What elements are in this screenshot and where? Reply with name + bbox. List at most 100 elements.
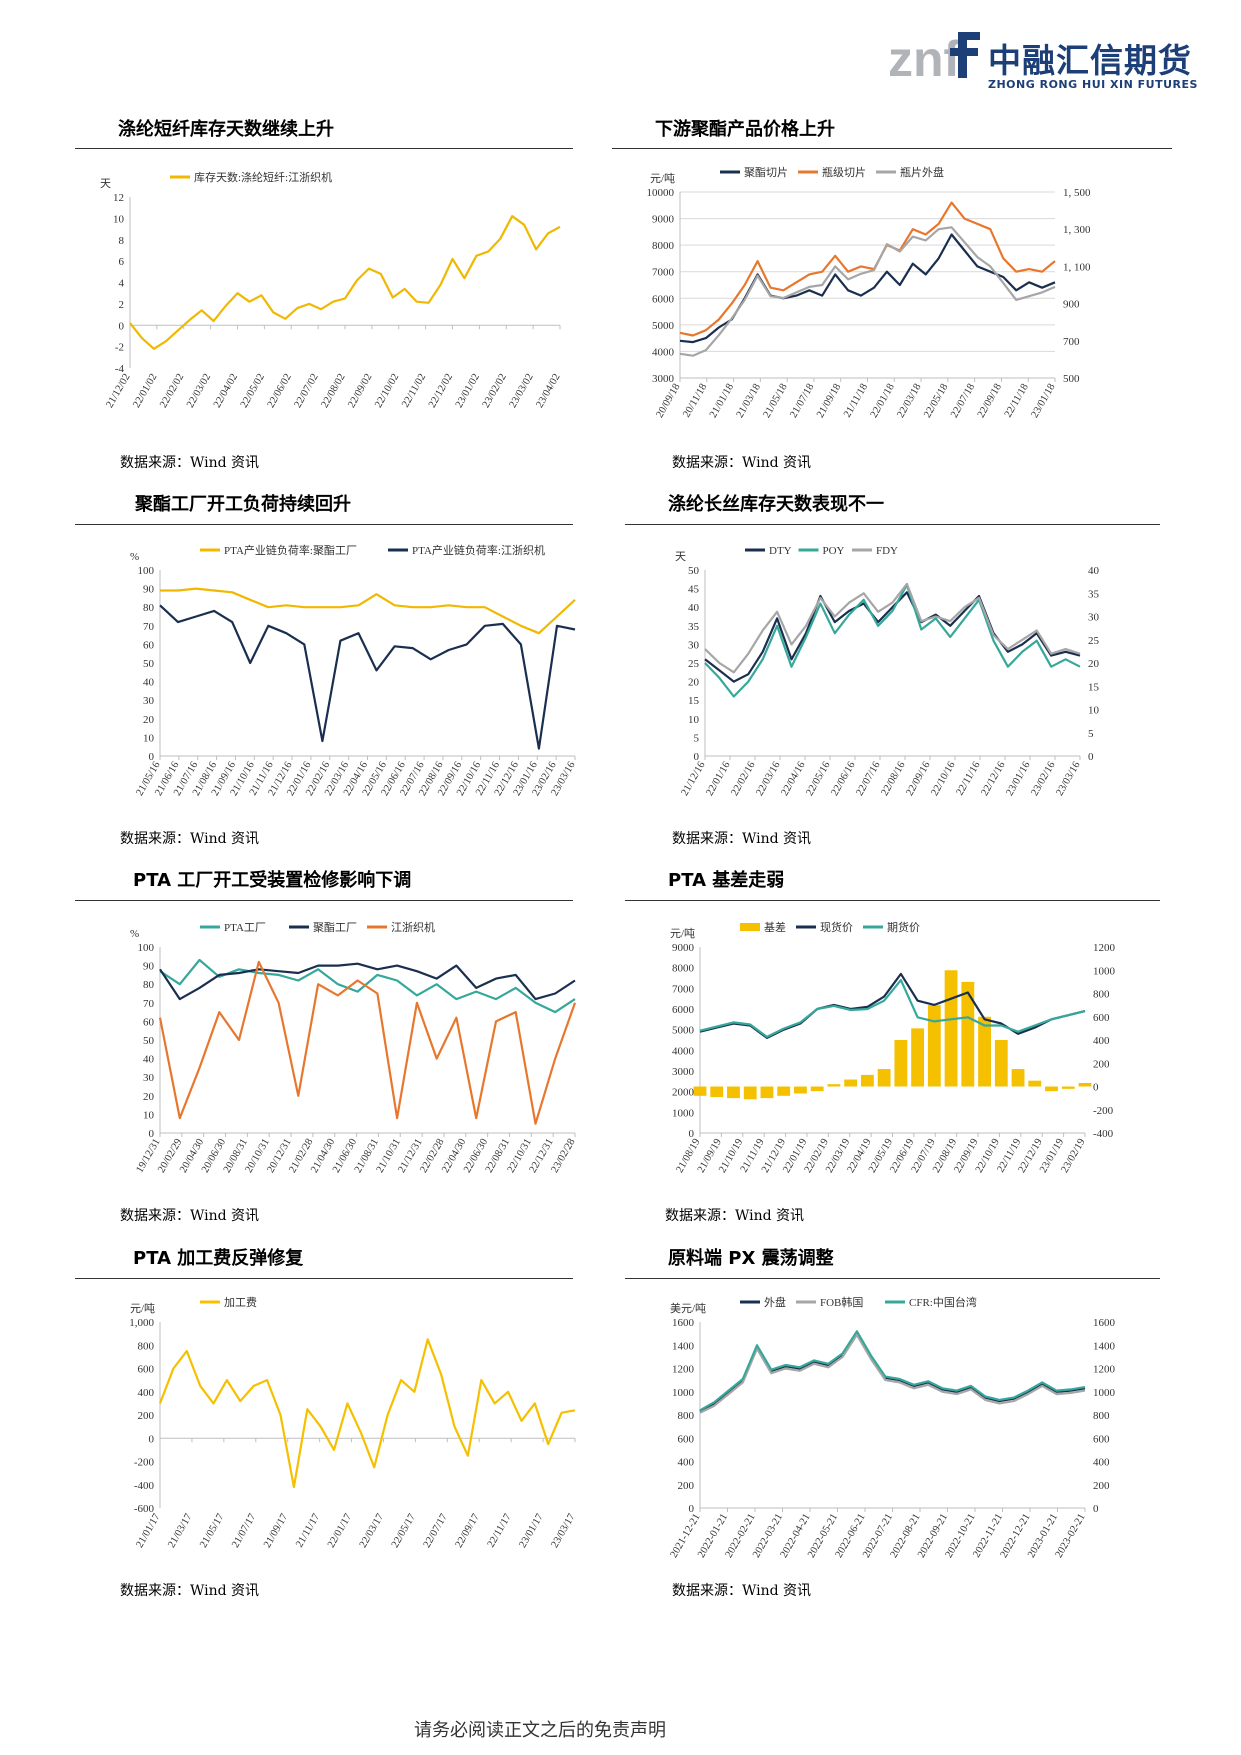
y-tick-label: 0: [149, 751, 155, 763]
y-tick-label: 10: [688, 714, 700, 726]
x-tick-label: 22/07/17: [422, 1512, 450, 1550]
series-line: [704, 582, 1081, 674]
x-tick-label: 22/11/02: [400, 372, 428, 410]
divider: [612, 148, 1172, 149]
x-tick-label: 22/12/02: [427, 372, 455, 410]
y-axis-unit: 天: [675, 551, 686, 563]
x-tick-label: 22/09/17: [454, 1512, 482, 1550]
znf-logo-mark: znf: [888, 31, 980, 87]
y-tick-label: 7000: [672, 983, 695, 995]
bar-mark: [994, 1040, 1008, 1087]
disclaimer-footer: 请务必阅读正文之后的免责声明: [414, 1720, 666, 1741]
series-line: [699, 1331, 1086, 1413]
x-tick-label: 23/03/02: [508, 372, 536, 410]
x-tick-label: 23/03/16: [1054, 760, 1082, 798]
x-tick-label: 23/04/02: [534, 372, 562, 410]
y-tick-label: 12: [113, 192, 124, 204]
bar-mark: [1028, 1080, 1042, 1087]
bar-mark: [810, 1086, 824, 1092]
y-tick-label: 100: [138, 942, 155, 954]
chart-panel-5: % PTA工厂 聚酯工厂 江浙织机010203040506070809010019/1…: [130, 920, 578, 1175]
y-tick-label: 0: [689, 1503, 695, 1515]
legend-label: CFR:中国台湾: [909, 1295, 977, 1309]
y-tick-label: 1,000: [129, 1317, 154, 1329]
y-tick-label: 70: [143, 621, 155, 633]
series-line: [679, 226, 1056, 357]
y-tick-label: 9000: [672, 942, 695, 954]
y-tick-label: 200: [138, 1410, 155, 1422]
y-right-tick-label: 500: [1063, 373, 1080, 385]
y-axis-unit: 元/吨: [130, 1302, 155, 1315]
bar-mark: [911, 1028, 925, 1087]
source-note-7: 数据来源：Wind 资讯: [120, 1583, 260, 1599]
x-tick-label: 22/07/18: [949, 382, 977, 420]
y-axis-unit: %: [130, 551, 139, 563]
legend-swatch: [740, 923, 760, 931]
y-right-tick-label: 20: [1088, 658, 1100, 670]
y-tick-label: 5: [694, 732, 700, 744]
y-tick-label: 3000: [672, 1066, 695, 1078]
bar-mark: [693, 1086, 707, 1096]
y-tick-label: 30: [143, 1072, 155, 1084]
y-tick-label: 20: [688, 677, 700, 689]
legend-label: 聚酯切片: [744, 166, 788, 179]
series-line: [160, 587, 576, 635]
y-tick-label: 7000: [652, 267, 675, 279]
legend-label: PTA产业链负荷率:聚酯工厂: [224, 543, 357, 557]
x-tick-label: 22/07/02: [293, 372, 321, 410]
series-line: [699, 1333, 1086, 1414]
y-tick-label: 30: [688, 639, 700, 651]
bar-mark: [1045, 1086, 1058, 1092]
x-tick-label: 22/11/17: [486, 1512, 514, 1550]
y-tick-label: 0: [694, 751, 700, 763]
y-tick-label: 50: [688, 565, 700, 577]
legend-label: 基差: [764, 920, 786, 934]
chart-panel-3: % PTA产业链负荷率:聚酯工厂 PTA产业链负荷率:江浙织机 0 10 20 30 40 50…: [130, 543, 578, 798]
source-note-4: 数据来源：Wind 资讯: [672, 831, 812, 847]
y-tick-label: 1600: [672, 1317, 695, 1329]
y-tick-label: 90: [143, 584, 155, 596]
panel-title-5: PTA 工厂开工受装置检修影响下调: [133, 870, 412, 891]
logo-english-name: ZHONG RONG HUI XIN FUTURES: [988, 78, 1198, 91]
y-tick-label: 25: [688, 658, 700, 670]
bar-mark: [1011, 1069, 1025, 1087]
y-tick-label: -400: [134, 1480, 155, 1492]
divider: [75, 900, 573, 901]
y-tick-label: 10: [113, 213, 125, 225]
y-tick-label: 400: [678, 1457, 695, 1469]
panel-title-8: 原料端 PX 震荡调整: [668, 1248, 834, 1269]
y-right-tick-label: 600: [1093, 1433, 1110, 1445]
y-tick-label: 600: [138, 1364, 155, 1376]
y-tick-label: 45: [688, 584, 700, 596]
divider: [625, 524, 1160, 525]
y-right-tick-label: 1200: [1093, 942, 1116, 954]
legend-label: 库存天数:涤纶短纤:江浙织机: [194, 170, 332, 184]
y-tick-label: 80: [143, 602, 155, 614]
y-right-tick-label: 1600: [1093, 1317, 1116, 1329]
x-tick-label: 22/11/16: [955, 760, 983, 798]
y-tick-label: 90: [143, 961, 155, 973]
x-tick-label: 21/07/17: [230, 1512, 258, 1550]
x-tick-label: 22/05/17: [390, 1512, 418, 1550]
y-tick-label: 0: [689, 1128, 695, 1140]
series-line: [159, 962, 576, 1001]
y-right-tick-label: 200: [1093, 1480, 1110, 1492]
y-tick-label: 800: [138, 1340, 155, 1352]
y-right-tick-label: 1, 100: [1063, 261, 1091, 273]
bar-mark: [860, 1074, 874, 1087]
y-tick-label: 100: [138, 565, 155, 577]
x-tick-label: 21/05/18: [762, 382, 790, 420]
y-axis-unit: 美元/吨: [670, 1302, 706, 1315]
y-right-tick-label: 1, 300: [1063, 224, 1091, 236]
bar-mark: [877, 1069, 891, 1087]
y-right-tick-label: 700: [1063, 336, 1080, 348]
x-tick-label: 22/02/02: [158, 372, 186, 410]
panel-title-4: 涤纶长丝库存天数表现不一: [668, 494, 884, 515]
series-line: [158, 1338, 576, 1489]
y-tick-label: 2: [119, 299, 125, 311]
x-tick-label: 22/03/18: [895, 382, 923, 420]
y-right-tick-label: 400: [1093, 1035, 1110, 1047]
panel-title-6: PTA 基差走弱: [668, 870, 785, 891]
x-tick-label: 23/01/02: [454, 372, 482, 410]
y-right-tick-label: 35: [1088, 588, 1100, 600]
